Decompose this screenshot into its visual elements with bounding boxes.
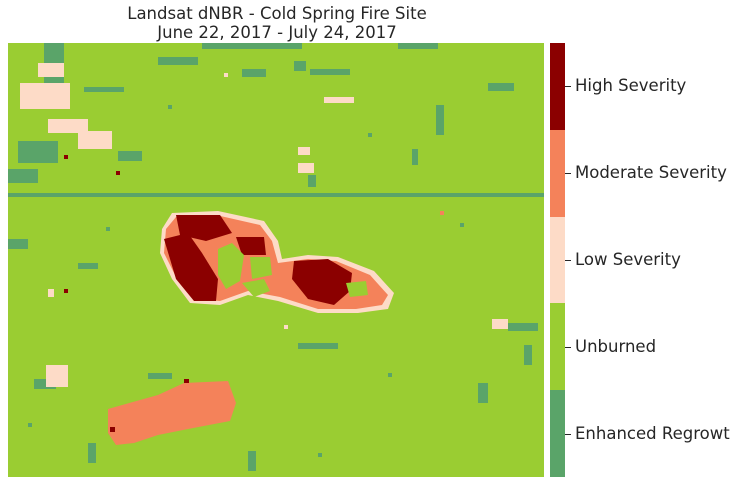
legend-label-low-severity: Low Severity: [575, 250, 681, 269]
colorbar-tick-enhanced-regrowth: [565, 434, 571, 435]
map-title: Landsat dNBR - Cold Spring Fire Site Jun…: [8, 4, 546, 42]
colorbar-segment-high-severity: [550, 43, 565, 130]
fire-b-scar: [108, 379, 236, 445]
dnbr-raster-map: [8, 43, 544, 477]
colorbar-segment-enhanced-regrowth: [550, 390, 565, 477]
colorbar-segment-low-severity: [550, 216, 565, 304]
map-title-line-1: Landsat dNBR - Cold Spring Fire Site: [127, 4, 427, 23]
colorbar-tick-moderate-severity: [565, 173, 571, 174]
colorbar-segment-unburned: [550, 303, 565, 391]
low-severity-patches: [20, 63, 508, 387]
fire-a-scar: [160, 211, 394, 313]
enhanced-regrowth-patches: [8, 43, 544, 471]
legend-label-moderate-severity: Moderate Severity: [575, 163, 727, 182]
colorbar-tick-high-severity: [565, 86, 571, 87]
legend-label-high-severity: High Severity: [575, 76, 687, 95]
colorbar-segment-moderate-severity: [550, 129, 565, 217]
scattered-speckle-pixels: [28, 73, 464, 457]
colorbar-tick-low-severity: [565, 260, 571, 261]
legend-label-unburned: Unburned: [575, 337, 657, 356]
legend-label-enhanced-regrowth: Enhanced Regrowth: [575, 424, 731, 443]
colorbar-tick-unburned: [565, 347, 571, 348]
map-title-line-2: June 22, 2017 - July 24, 2017: [157, 23, 397, 42]
severity-colorbar: [550, 43, 565, 477]
